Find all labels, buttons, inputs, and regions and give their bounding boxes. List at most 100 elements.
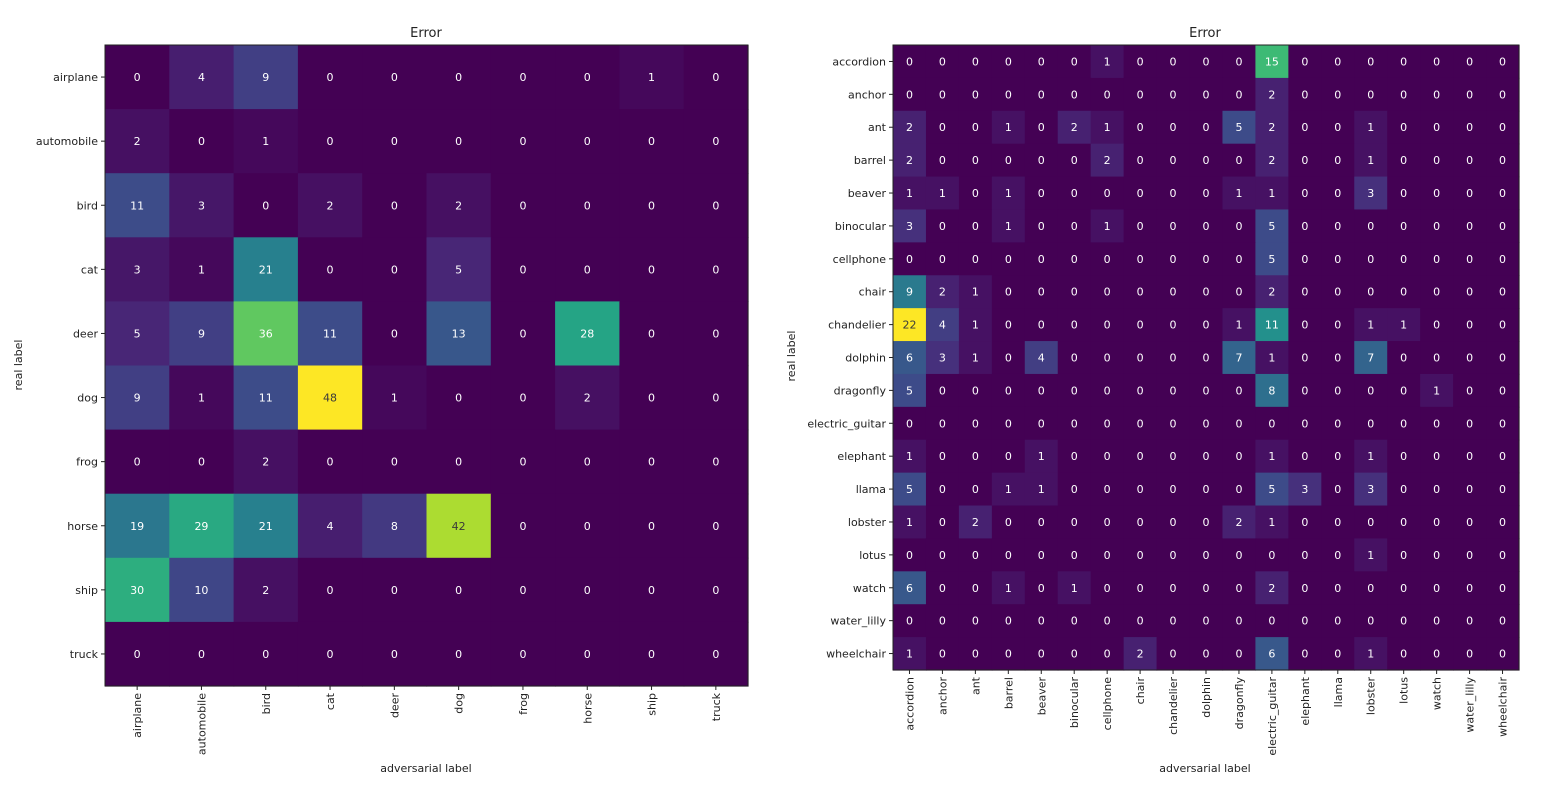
heatmap-cell: [925, 406, 960, 441]
heatmap-cell-value: 0: [1203, 286, 1210, 299]
heatmap-cell-value: 0: [1466, 55, 1473, 68]
heatmap-cell-value: 0: [391, 327, 398, 340]
heatmap-cell: [1288, 45, 1322, 79]
heatmap-cell-value: 1: [1104, 121, 1111, 134]
heatmap-cell: [958, 637, 993, 671]
heatmap-cell: [1024, 209, 1059, 243]
heatmap-cell: [1453, 143, 1487, 178]
heatmap-cell-value: 0: [1137, 483, 1144, 496]
y-tick-label: frog: [76, 456, 98, 469]
heatmap-cell: [169, 237, 235, 302]
heatmap-cell: [1453, 176, 1487, 211]
heatmap-cell: [1222, 341, 1257, 375]
heatmap-cell-value: 0: [939, 417, 946, 430]
heatmap-cell-value: 0: [1170, 253, 1177, 266]
heatmap-cell: [1189, 373, 1224, 408]
heatmap-cell-value: 0: [1104, 516, 1111, 529]
heatmap-cell: [991, 242, 1026, 276]
heatmap-cell-value: 0: [1170, 121, 1177, 134]
x-tick-label: water_lilly: [1464, 677, 1477, 733]
heatmap-cell: [1090, 308, 1125, 342]
heatmap-cell: [1057, 637, 1092, 671]
heatmap-cell: [362, 365, 428, 431]
heatmap-cell: [1255, 472, 1289, 507]
heatmap-cell: [297, 557, 363, 623]
x-tick-label: truck: [710, 692, 723, 721]
heatmap-cell-value: 0: [1367, 55, 1374, 68]
heatmap-cell: [1123, 472, 1158, 507]
heatmap-cell: [105, 109, 170, 174]
heatmap-cell-value: 0: [1203, 55, 1210, 68]
heatmap-cell-value: 19: [130, 520, 144, 533]
heatmap-cell: [1288, 604, 1322, 638]
heatmap-cell-value: 0: [1170, 483, 1177, 496]
heatmap-cell: [490, 109, 556, 174]
heatmap-cell: [1354, 110, 1388, 145]
heatmap-cell: [1156, 341, 1191, 375]
heatmap-cell-value: 3: [906, 220, 913, 233]
heatmap-cell-value: 0: [134, 648, 141, 661]
y-tick-label: lobster: [848, 516, 887, 529]
heatmap-cell-value: 1: [939, 187, 946, 200]
heatmap-cell: [555, 173, 620, 238]
heatmap-cell-value: 0: [198, 456, 205, 469]
heatmap-cell-value: 0: [584, 520, 591, 533]
heatmap-cell-value: 1: [1367, 450, 1374, 463]
heatmap-cell: [893, 45, 927, 79]
heatmap-cell-value: 1: [1071, 582, 1078, 595]
heatmap-cell-value: 0: [584, 199, 591, 212]
x-tick-label: automobile: [195, 693, 208, 755]
heatmap-cell-value: 0: [1235, 253, 1242, 266]
heatmap-cell-value: 3: [939, 352, 946, 365]
heatmap-title: Error: [1189, 26, 1221, 41]
heatmap-cell-value: 0: [391, 71, 398, 84]
heatmap-cell-value: 0: [1071, 286, 1078, 299]
heatmap-cell: [1156, 571, 1191, 605]
heatmap-cell: [1453, 439, 1487, 474]
heatmap-cell-value: 0: [1235, 648, 1242, 661]
heatmap-cell: [1288, 373, 1322, 408]
y-tick-label: cellphone: [833, 253, 887, 266]
heatmap-cell: [1156, 604, 1191, 638]
heatmap-cell-value: 0: [1203, 483, 1210, 496]
heatmap-cell: [1090, 373, 1125, 408]
heatmap-cell: [893, 439, 927, 474]
heatmap-cell-value: 0: [1400, 417, 1407, 430]
heatmap-cifar10: Error 0 4 9 0 0 0 0 0 1 02 0 1 0 0 0 0 0 0 011 3 0 2 0 2 0 0 0 03 1 2…: [12, 26, 749, 775]
heatmap-cell: [490, 429, 556, 495]
heatmap-cell: [233, 365, 299, 431]
heatmap-cell-value: 0: [1367, 220, 1374, 233]
heatmap-cell-value: 0: [1235, 220, 1242, 233]
heatmap-cell-value: 2: [134, 135, 141, 148]
heatmap-cell: [1321, 472, 1355, 507]
heatmap-cell: [991, 275, 1026, 309]
heatmap-cell-value: 0: [1301, 88, 1308, 101]
heatmap-cell-value: 0: [1203, 319, 1210, 332]
heatmap-cell-value: 0: [648, 199, 655, 212]
heatmap-cell-value: 0: [648, 648, 655, 661]
heatmap-cell-value: 0: [1104, 187, 1111, 200]
heatmap-cell-value: 0: [1005, 615, 1012, 628]
heatmap-cell-value: 1: [1268, 352, 1275, 365]
heatmap-cell-value: 0: [1137, 582, 1144, 595]
heatmap-cell: [169, 621, 235, 687]
heatmap-cell: [1486, 209, 1520, 243]
heatmap-cell: [490, 493, 556, 559]
y-axis-label: real label: [12, 340, 25, 391]
heatmap-cell-value: 5: [1268, 253, 1275, 266]
heatmap-cell: [619, 365, 685, 431]
y-tick-label: lotus: [859, 549, 886, 562]
heatmap-cell: [1057, 373, 1092, 408]
heatmap-cell-value: 0: [1301, 319, 1308, 332]
heatmap-cell: [1222, 143, 1257, 178]
heatmap-cell: [490, 557, 556, 623]
heatmap-cell: [1288, 406, 1322, 441]
heatmap-cell: [1090, 637, 1125, 671]
heatmap-cell: [925, 505, 960, 540]
heatmap-cell-value: 0: [1466, 549, 1473, 562]
heatmap-cell: [1024, 143, 1059, 178]
heatmap-cell: [1222, 275, 1257, 309]
heatmap-cell-value: 0: [1433, 55, 1440, 68]
heatmap-cell-value: 0: [1433, 450, 1440, 463]
heatmap-cell: [1288, 176, 1322, 211]
